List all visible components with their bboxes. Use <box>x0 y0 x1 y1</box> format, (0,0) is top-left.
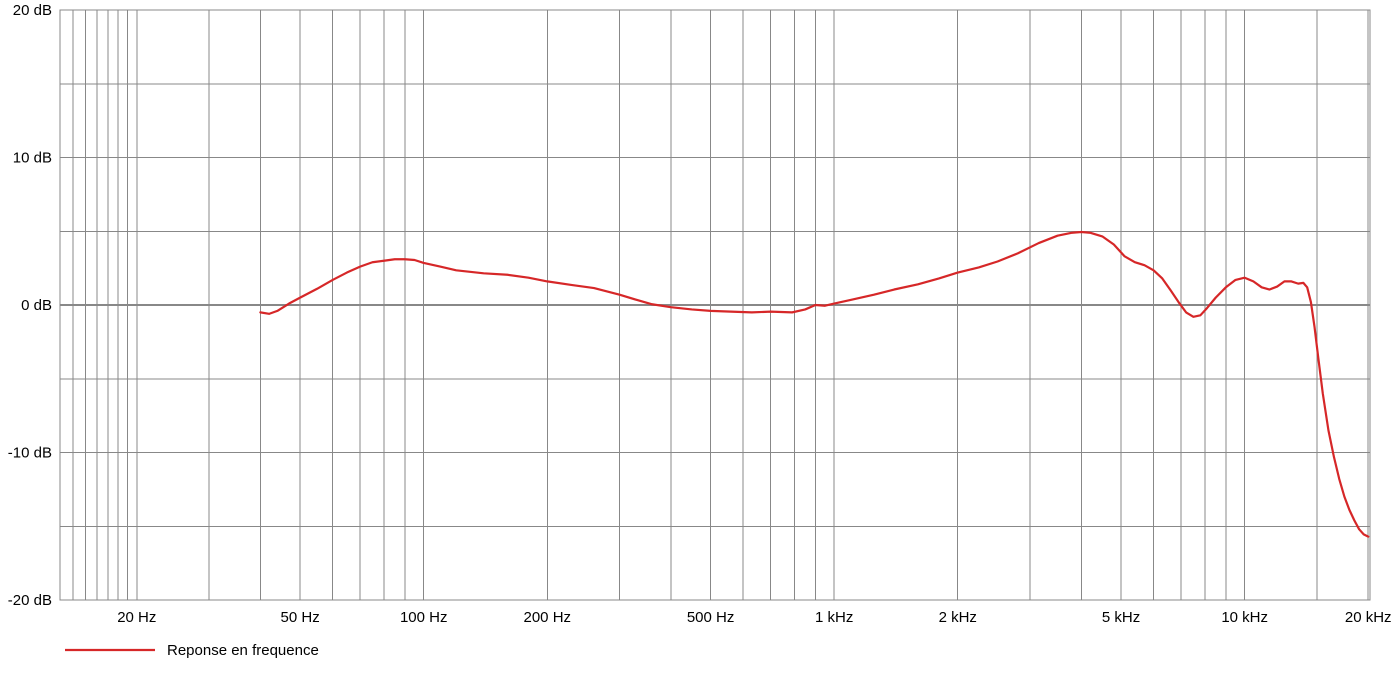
x-tick-label: 20 Hz <box>117 609 156 626</box>
legend-label: Reponse en frequence <box>167 642 319 659</box>
x-tick-label: 10 kHz <box>1221 609 1268 626</box>
y-tick-label: -20 dB <box>8 592 52 609</box>
y-tick-label: 10 dB <box>13 150 52 167</box>
frequency-response-chart: 20 Hz 50 Hz 100 Hz 200 Hz 500 Hz 1 kHz 2 kHz 5 … <box>0 0 1392 674</box>
y-tick-label: 20 dB <box>13 2 52 19</box>
x-tick-label: 200 Hz <box>524 609 572 626</box>
chart-svg: 20 Hz 50 Hz 100 Hz 200 Hz 500 Hz 1 kHz 2 kHz 5 … <box>0 0 1392 674</box>
x-tick-label: 1 kHz <box>815 609 853 626</box>
x-tick-label: 50 Hz <box>281 609 320 626</box>
y-tick-label: -10 dB <box>8 445 52 462</box>
x-tick-label: 500 Hz <box>687 609 735 626</box>
x-tick-label: 20 kHz <box>1345 609 1392 626</box>
y-tick-label: 0 dB <box>21 297 52 314</box>
x-tick-label: 2 kHz <box>939 609 977 626</box>
x-tick-label: 5 kHz <box>1102 609 1140 626</box>
x-tick-label: 100 Hz <box>400 609 448 626</box>
